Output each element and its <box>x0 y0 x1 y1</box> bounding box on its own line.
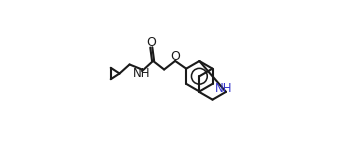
Text: O: O <box>171 50 180 63</box>
Text: O: O <box>146 36 156 49</box>
Text: NH: NH <box>133 67 151 80</box>
Text: NH: NH <box>215 82 232 95</box>
